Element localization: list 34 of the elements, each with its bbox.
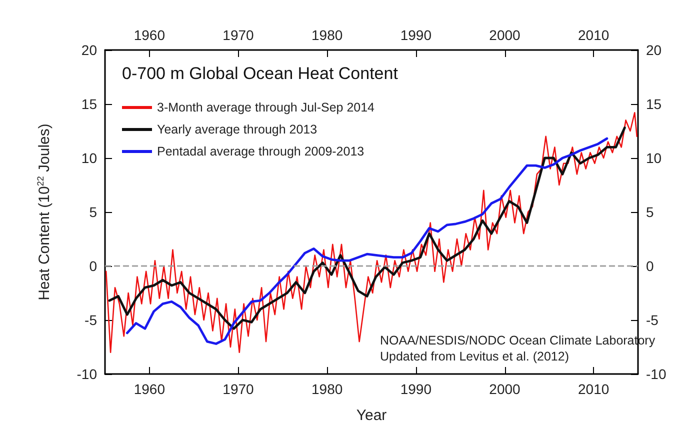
y-tick-label: -5 bbox=[84, 312, 98, 328]
x-tick-label: 1980 bbox=[312, 381, 343, 397]
x2-tick-label: 2000 bbox=[489, 27, 521, 43]
y2-tick-label: 5 bbox=[646, 204, 654, 220]
legend-label: 3-Month average through Jul-Sep 2014 bbox=[157, 100, 375, 114]
x-tick-label: 1970 bbox=[222, 381, 254, 397]
text: 0-700 m Global Ocean Heat Content bbox=[122, 64, 398, 83]
x-tick-label: 2000 bbox=[489, 381, 521, 397]
line-series bbox=[108, 126, 626, 330]
annotation: Updated from Levitus et al. (2012) bbox=[380, 350, 569, 364]
x2-tick-label: 1970 bbox=[222, 27, 254, 43]
y-tick-label: 10 bbox=[81, 150, 98, 166]
x2-tick-label: 1990 bbox=[400, 27, 432, 43]
x-tick-label: 2010 bbox=[578, 381, 610, 397]
y2-tick-label: 0 bbox=[646, 258, 654, 274]
legend-label: Yearly average through 2013 bbox=[157, 122, 318, 136]
y2-tick-label: 20 bbox=[646, 42, 662, 58]
y-tick-label: 15 bbox=[81, 96, 98, 112]
y-axis-title: Heat Content (1022 Joules) bbox=[36, 124, 53, 300]
y-tick-label: 5 bbox=[89, 204, 98, 220]
y-tick-label: 20 bbox=[81, 42, 98, 58]
y2-tick-label: -5 bbox=[646, 312, 659, 328]
y2-tick-label: 10 bbox=[646, 150, 662, 166]
y-tick-label: 0 bbox=[89, 258, 98, 274]
y-tick-label: -10 bbox=[76, 366, 98, 382]
y2-tick-label: -10 bbox=[646, 366, 666, 382]
legend-label: Pentadal average through 2009-2013 bbox=[157, 144, 364, 158]
x-tick-label: 1960 bbox=[134, 381, 166, 397]
x2-tick-label: 1980 bbox=[312, 27, 343, 43]
x-tick-label: 1990 bbox=[400, 381, 432, 397]
x2-tick-label: 1960 bbox=[134, 27, 166, 43]
x-axis-title: Year bbox=[356, 407, 387, 424]
x2-tick-label: 2010 bbox=[578, 27, 610, 43]
y2-tick-label: 15 bbox=[646, 96, 662, 112]
